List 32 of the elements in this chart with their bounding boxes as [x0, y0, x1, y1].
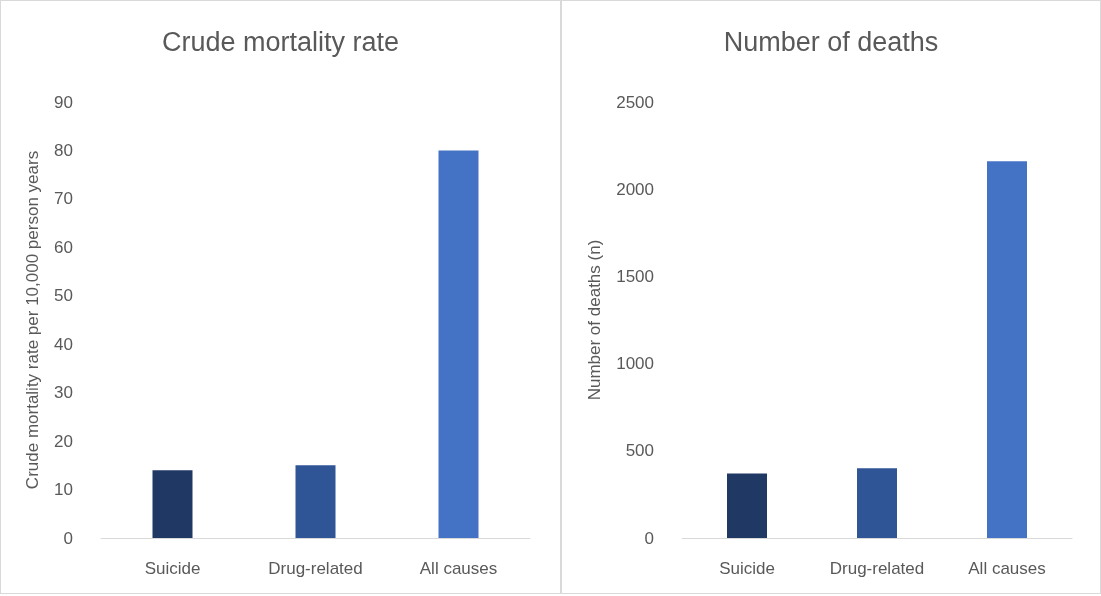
chart-title: Crude mortality rate: [161, 26, 400, 57]
x-tick-label: Drug-related: [268, 559, 363, 578]
y-tick-label: 90: [54, 92, 73, 112]
y-tick-label: 60: [54, 237, 73, 257]
y-tick-label: 80: [54, 140, 73, 160]
y-axis-title: Crude mortality rate per 10,000 person years: [22, 150, 42, 490]
y-tick-label: 20: [54, 431, 73, 451]
y-tick-label: 1500: [616, 266, 654, 286]
y-tick-label: 0: [63, 528, 73, 548]
y-tick-label: 70: [54, 189, 73, 209]
x-tick-label: All causes: [968, 559, 1046, 578]
chart-title: Number of deaths: [723, 26, 939, 57]
y-tick-label: 1000: [616, 354, 654, 374]
y-tick-label: 50: [54, 286, 73, 306]
y-tick-label: 30: [54, 383, 73, 403]
bar: [857, 468, 897, 538]
x-tick-label: Suicide: [144, 559, 201, 578]
bar: [152, 470, 193, 538]
y-tick-label: 10: [54, 480, 73, 500]
y-axis-title: Number of deaths (n): [584, 239, 604, 401]
bar: [295, 465, 336, 538]
y-tick-label: 2000: [616, 179, 654, 199]
x-tick-label: Suicide: [719, 559, 775, 578]
y-tick-label: 500: [625, 441, 654, 461]
bar: [987, 161, 1027, 538]
x-tick-label: All causes: [419, 559, 498, 578]
bar: [727, 473, 767, 538]
y-tick-label: 2500: [616, 92, 654, 112]
bar: [438, 150, 479, 538]
x-tick-label: Drug-related: [829, 559, 925, 578]
y-tick-label: 0: [644, 528, 654, 548]
y-tick-label: 40: [54, 334, 73, 354]
